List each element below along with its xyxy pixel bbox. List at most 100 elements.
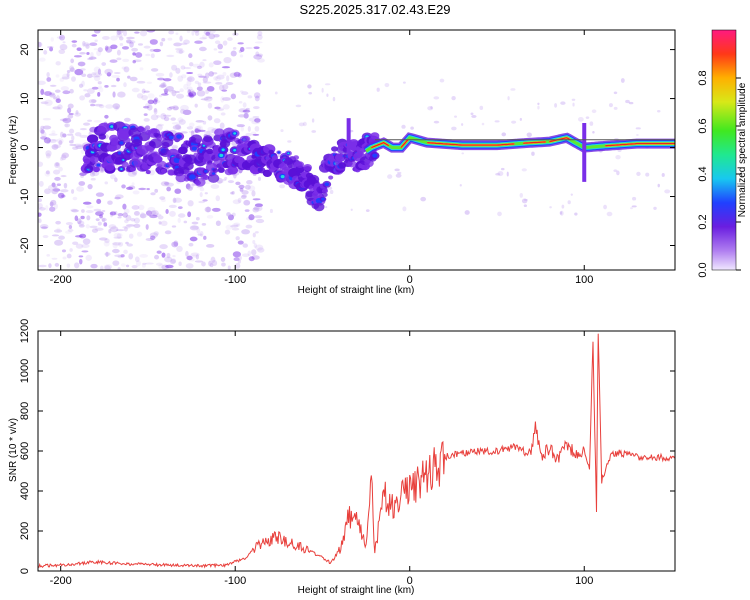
noise-point bbox=[150, 53, 155, 59]
noise-point bbox=[69, 143, 77, 147]
noise-point bbox=[117, 91, 126, 98]
noise-point bbox=[197, 82, 202, 87]
noise-point bbox=[42, 117, 51, 121]
noise-point bbox=[47, 184, 57, 191]
noise-point bbox=[226, 75, 230, 82]
noise-point bbox=[131, 87, 140, 93]
noise-point bbox=[202, 59, 207, 62]
noise-point bbox=[237, 255, 242, 261]
noise-point bbox=[150, 192, 156, 196]
noise-point bbox=[365, 209, 370, 212]
x-tick-label: -100 bbox=[224, 575, 246, 587]
noise-point bbox=[479, 105, 484, 110]
noise-point bbox=[69, 128, 75, 134]
noise-point bbox=[251, 249, 257, 256]
noise-point bbox=[196, 90, 206, 97]
noise-point bbox=[200, 98, 209, 101]
noise-point bbox=[158, 221, 162, 225]
noise-point bbox=[307, 84, 312, 89]
noise-point bbox=[158, 264, 164, 269]
noise-point bbox=[451, 126, 457, 131]
noise-point bbox=[210, 256, 216, 263]
noise-point bbox=[104, 114, 109, 119]
noise-point bbox=[98, 237, 108, 241]
noise-point bbox=[89, 171, 96, 177]
noise-point bbox=[54, 162, 61, 168]
noise-point bbox=[61, 152, 69, 159]
noise-point bbox=[62, 117, 72, 124]
noise-point bbox=[86, 73, 93, 79]
noise-point bbox=[253, 106, 260, 110]
noise-point bbox=[74, 68, 84, 76]
noise-point bbox=[241, 194, 247, 198]
noise-point bbox=[217, 107, 225, 111]
noise-point bbox=[38, 218, 42, 224]
noise-point bbox=[175, 32, 179, 35]
spectral-blob bbox=[194, 177, 206, 187]
noise-point bbox=[521, 198, 528, 204]
y-tick-label: 200 bbox=[19, 522, 31, 540]
noise-point bbox=[153, 108, 157, 113]
noise-point bbox=[48, 263, 52, 269]
noise-point bbox=[56, 36, 63, 39]
noise-point bbox=[71, 189, 75, 194]
noise-point bbox=[156, 262, 163, 266]
noise-point bbox=[117, 255, 123, 259]
noise-point bbox=[86, 88, 95, 94]
noise-point bbox=[93, 119, 102, 123]
noise-point bbox=[55, 98, 61, 104]
noise-point bbox=[100, 265, 104, 270]
noise-point bbox=[55, 74, 60, 78]
noise-point bbox=[592, 130, 595, 134]
noise-point bbox=[112, 103, 121, 110]
noise-point bbox=[199, 187, 205, 192]
noise-point bbox=[132, 190, 140, 195]
noise-point bbox=[230, 93, 237, 100]
noise-point bbox=[90, 263, 98, 269]
noise-point bbox=[206, 206, 211, 213]
spectral-blob bbox=[145, 170, 151, 175]
noise-point bbox=[166, 54, 175, 58]
noise-point bbox=[54, 176, 61, 181]
noise-point bbox=[62, 73, 70, 80]
noise-point bbox=[173, 197, 183, 203]
noise-point bbox=[144, 125, 151, 131]
noise-point bbox=[93, 72, 102, 78]
noise-point bbox=[145, 224, 149, 230]
noise-point bbox=[134, 256, 140, 263]
noise-point bbox=[235, 181, 241, 186]
noise-point bbox=[40, 136, 48, 140]
noise-point bbox=[255, 218, 265, 224]
spectral-blob bbox=[217, 167, 225, 173]
noise-point bbox=[173, 42, 182, 47]
noise-point bbox=[43, 50, 48, 55]
noise-point bbox=[52, 169, 61, 175]
noise-point bbox=[94, 39, 98, 43]
noise-point bbox=[128, 253, 134, 260]
noise-point bbox=[150, 209, 159, 217]
noise-point bbox=[58, 166, 63, 172]
noise-point bbox=[521, 168, 527, 172]
spectral-blob bbox=[364, 159, 374, 168]
spectral-blob bbox=[98, 133, 107, 140]
noise-point bbox=[69, 88, 74, 94]
noise-point bbox=[253, 46, 260, 50]
noise-point bbox=[205, 89, 209, 95]
noise-point bbox=[402, 81, 406, 84]
noise-point bbox=[46, 137, 51, 145]
noise-point bbox=[494, 120, 500, 123]
noise-point bbox=[183, 39, 190, 45]
spectral-blob bbox=[293, 155, 300, 160]
spectral-blob bbox=[347, 160, 357, 168]
noise-point bbox=[191, 225, 200, 229]
noise-point bbox=[248, 214, 255, 221]
noise-point bbox=[210, 184, 220, 189]
noise-point bbox=[38, 161, 44, 167]
noise-point bbox=[152, 213, 162, 217]
noise-point bbox=[150, 68, 159, 72]
noise-point bbox=[645, 172, 650, 177]
noise-point bbox=[89, 225, 98, 229]
noise-point bbox=[117, 267, 121, 270]
spectral-blob bbox=[175, 153, 183, 159]
noise-point bbox=[245, 132, 253, 137]
